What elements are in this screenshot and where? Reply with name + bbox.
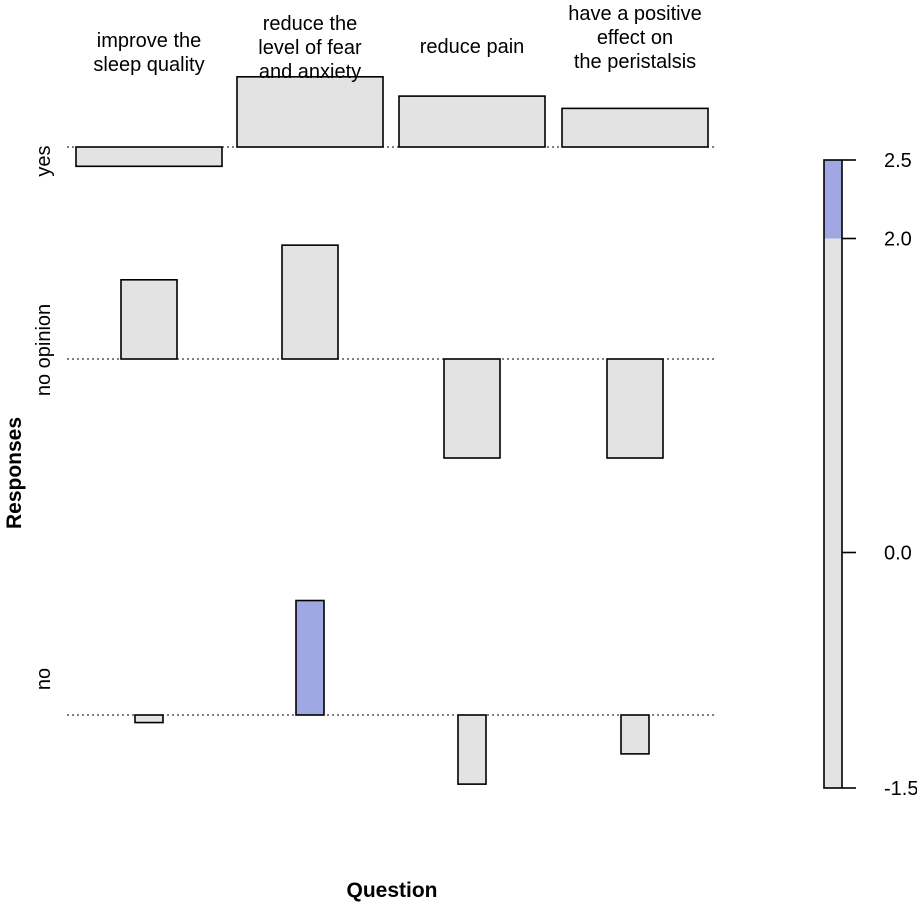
- column-labels: improve the sleep quality reduce the level …: [93, 3, 701, 83]
- bar-no-q1: [134, 714, 164, 724]
- row-label-yes: yes: [33, 145, 55, 176]
- row-label-no: no: [33, 668, 55, 690]
- legend-tick-label: 0.0: [884, 543, 912, 565]
- bar-no-opinion-q4: [606, 358, 664, 459]
- column-label-q3: reduce pain: [420, 36, 525, 58]
- bar-no-q4: [620, 714, 650, 755]
- y-axis-title: Responses: [3, 417, 26, 529]
- bar-yes-q2: [236, 76, 384, 148]
- bar-yes-q4: [561, 107, 709, 148]
- legend-tick-label: -1.5: [884, 778, 917, 800]
- bar-no-q2: [295, 599, 325, 716]
- bar-no-q3: [457, 714, 487, 785]
- row-labels: yes no opinion no: [33, 145, 55, 690]
- x-axis-title: Question: [346, 879, 437, 902]
- column-label-q1: improve the sleep quality: [93, 30, 204, 76]
- legend-band-neutral: [824, 238, 842, 788]
- bar-no-opinion-q1: [120, 278, 178, 360]
- bar-no-opinion-q2: [281, 244, 339, 360]
- legend-tick-label: 2.5: [884, 150, 912, 172]
- bar-yes-q3: [398, 95, 546, 148]
- column-label-q4: have a positive effect on the peristalsis: [568, 3, 701, 73]
- bar-yes-q1: [75, 146, 223, 168]
- bar-no-opinion-q3: [443, 358, 501, 459]
- row-label-no-opinion: no opinion: [33, 304, 55, 396]
- residual-bars: [75, 76, 709, 785]
- legend-tick-label: 2.0: [884, 229, 912, 251]
- column-label-q2: reduce the level of fear and anxiety: [258, 13, 362, 83]
- color-legend: 2.5 2.0 0.0 -1.5: [823, 150, 917, 800]
- legend-frame: [823, 159, 843, 789]
- legend-band-highlight: [824, 160, 842, 239]
